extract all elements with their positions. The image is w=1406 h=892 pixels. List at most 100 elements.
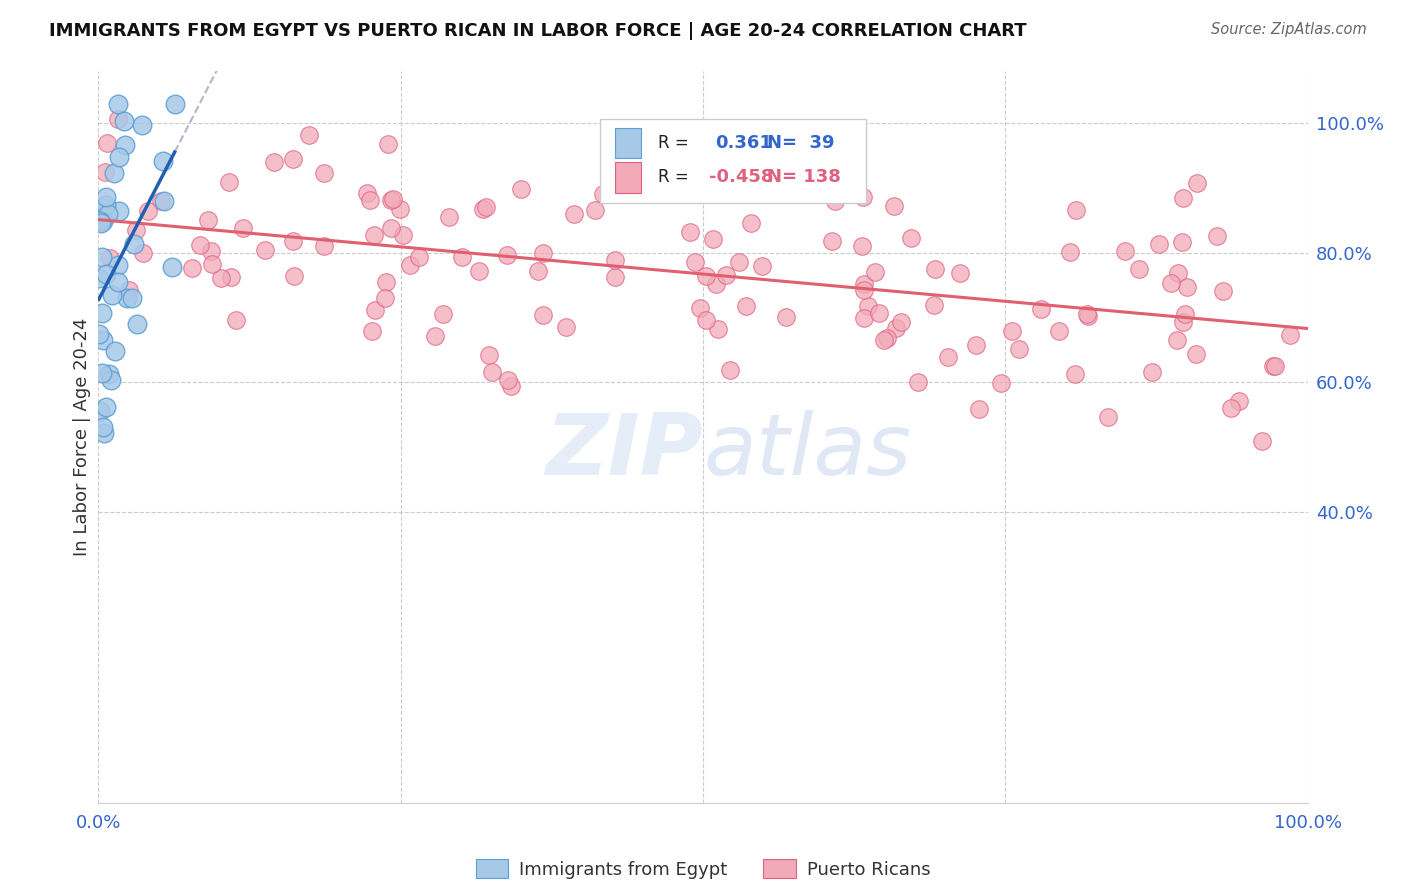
Point (1063, 368, 1085, 382)
Point (1175, 280, 1198, 294)
Text: Source: ZipAtlas.com: Source: ZipAtlas.com (1211, 22, 1367, 37)
Point (679, 225, 702, 239)
FancyBboxPatch shape (614, 128, 641, 159)
Point (704, 277, 727, 291)
Point (91, 306, 114, 320)
Point (364, 302, 387, 317)
Point (98, 251, 121, 265)
Point (89, 214, 111, 228)
Point (863, 265, 886, 279)
Point (1251, 434, 1274, 448)
Point (188, 237, 211, 252)
FancyBboxPatch shape (614, 162, 641, 193)
Point (363, 228, 385, 243)
Point (312, 239, 335, 253)
Point (115, 291, 138, 305)
Point (467, 263, 489, 277)
Point (873, 333, 896, 347)
Point (107, 259, 129, 273)
Text: -0.458: -0.458 (709, 169, 773, 186)
Point (1097, 409, 1119, 424)
Point (132, 246, 155, 260)
Point (852, 283, 875, 297)
Point (197, 212, 219, 227)
Point (509, 182, 531, 196)
Point (1174, 307, 1197, 321)
Point (100, 373, 122, 387)
FancyBboxPatch shape (600, 119, 866, 203)
Text: IMMIGRANTS FROM EGYPT VS PUERTO RICAN IN LABOR FORCE | AGE 20-24 CORRELATION CHA: IMMIGRANTS FROM EGYPT VS PUERTO RICAN IN… (49, 22, 1026, 40)
Point (107, 112, 129, 127)
Point (1173, 315, 1195, 329)
Point (388, 202, 411, 216)
Point (583, 203, 606, 218)
Point (104, 343, 127, 358)
Point (1212, 285, 1234, 299)
Point (1185, 347, 1208, 361)
Text: N= 138: N= 138 (768, 169, 841, 186)
Point (136, 203, 159, 218)
Point (801, 186, 824, 200)
Point (900, 231, 922, 245)
Point (180, 261, 202, 276)
Point (107, 275, 129, 289)
Text: 0.361: 0.361 (716, 134, 772, 152)
Point (87, 271, 110, 285)
Point (118, 283, 141, 297)
Point (965, 337, 987, 351)
Point (695, 313, 717, 327)
Point (408, 250, 430, 264)
Point (990, 376, 1012, 391)
Y-axis label: In Labor Force | Age 20-24: In Labor Force | Age 20-24 (73, 318, 91, 557)
Point (890, 315, 912, 329)
Point (531, 246, 554, 260)
Point (1076, 307, 1098, 321)
Point (221, 270, 243, 285)
Point (312, 166, 335, 180)
Point (824, 194, 846, 208)
Point (555, 320, 578, 334)
Point (283, 268, 305, 283)
Point (499, 379, 522, 393)
Point (374, 275, 396, 289)
Point (94, 267, 117, 281)
Point (938, 350, 960, 364)
Point (853, 310, 876, 325)
Point (218, 175, 240, 189)
Point (775, 310, 797, 324)
Text: R =: R = (658, 134, 695, 152)
Point (475, 200, 498, 214)
Point (153, 194, 176, 209)
Point (91, 251, 114, 265)
Point (96, 190, 118, 204)
Point (735, 299, 758, 313)
Point (374, 291, 396, 305)
Point (97, 367, 120, 381)
Point (603, 252, 626, 267)
Point (91, 333, 114, 347)
Point (108, 204, 131, 219)
Point (702, 232, 724, 246)
Text: atlas: atlas (703, 410, 911, 493)
Point (1167, 266, 1189, 280)
Point (298, 128, 321, 142)
Point (1114, 244, 1136, 258)
Point (437, 211, 460, 225)
Point (89, 404, 111, 418)
Point (356, 186, 378, 201)
Point (103, 165, 125, 179)
Point (93, 426, 115, 441)
Point (200, 244, 222, 259)
Point (209, 270, 232, 285)
Point (359, 194, 381, 208)
Point (380, 193, 402, 207)
Point (821, 234, 844, 248)
Point (605, 270, 627, 285)
Point (1001, 324, 1024, 338)
Point (125, 223, 148, 237)
Point (1008, 343, 1031, 357)
Point (89, 327, 111, 342)
Point (1263, 359, 1285, 374)
Point (1076, 309, 1098, 323)
Point (432, 307, 454, 321)
